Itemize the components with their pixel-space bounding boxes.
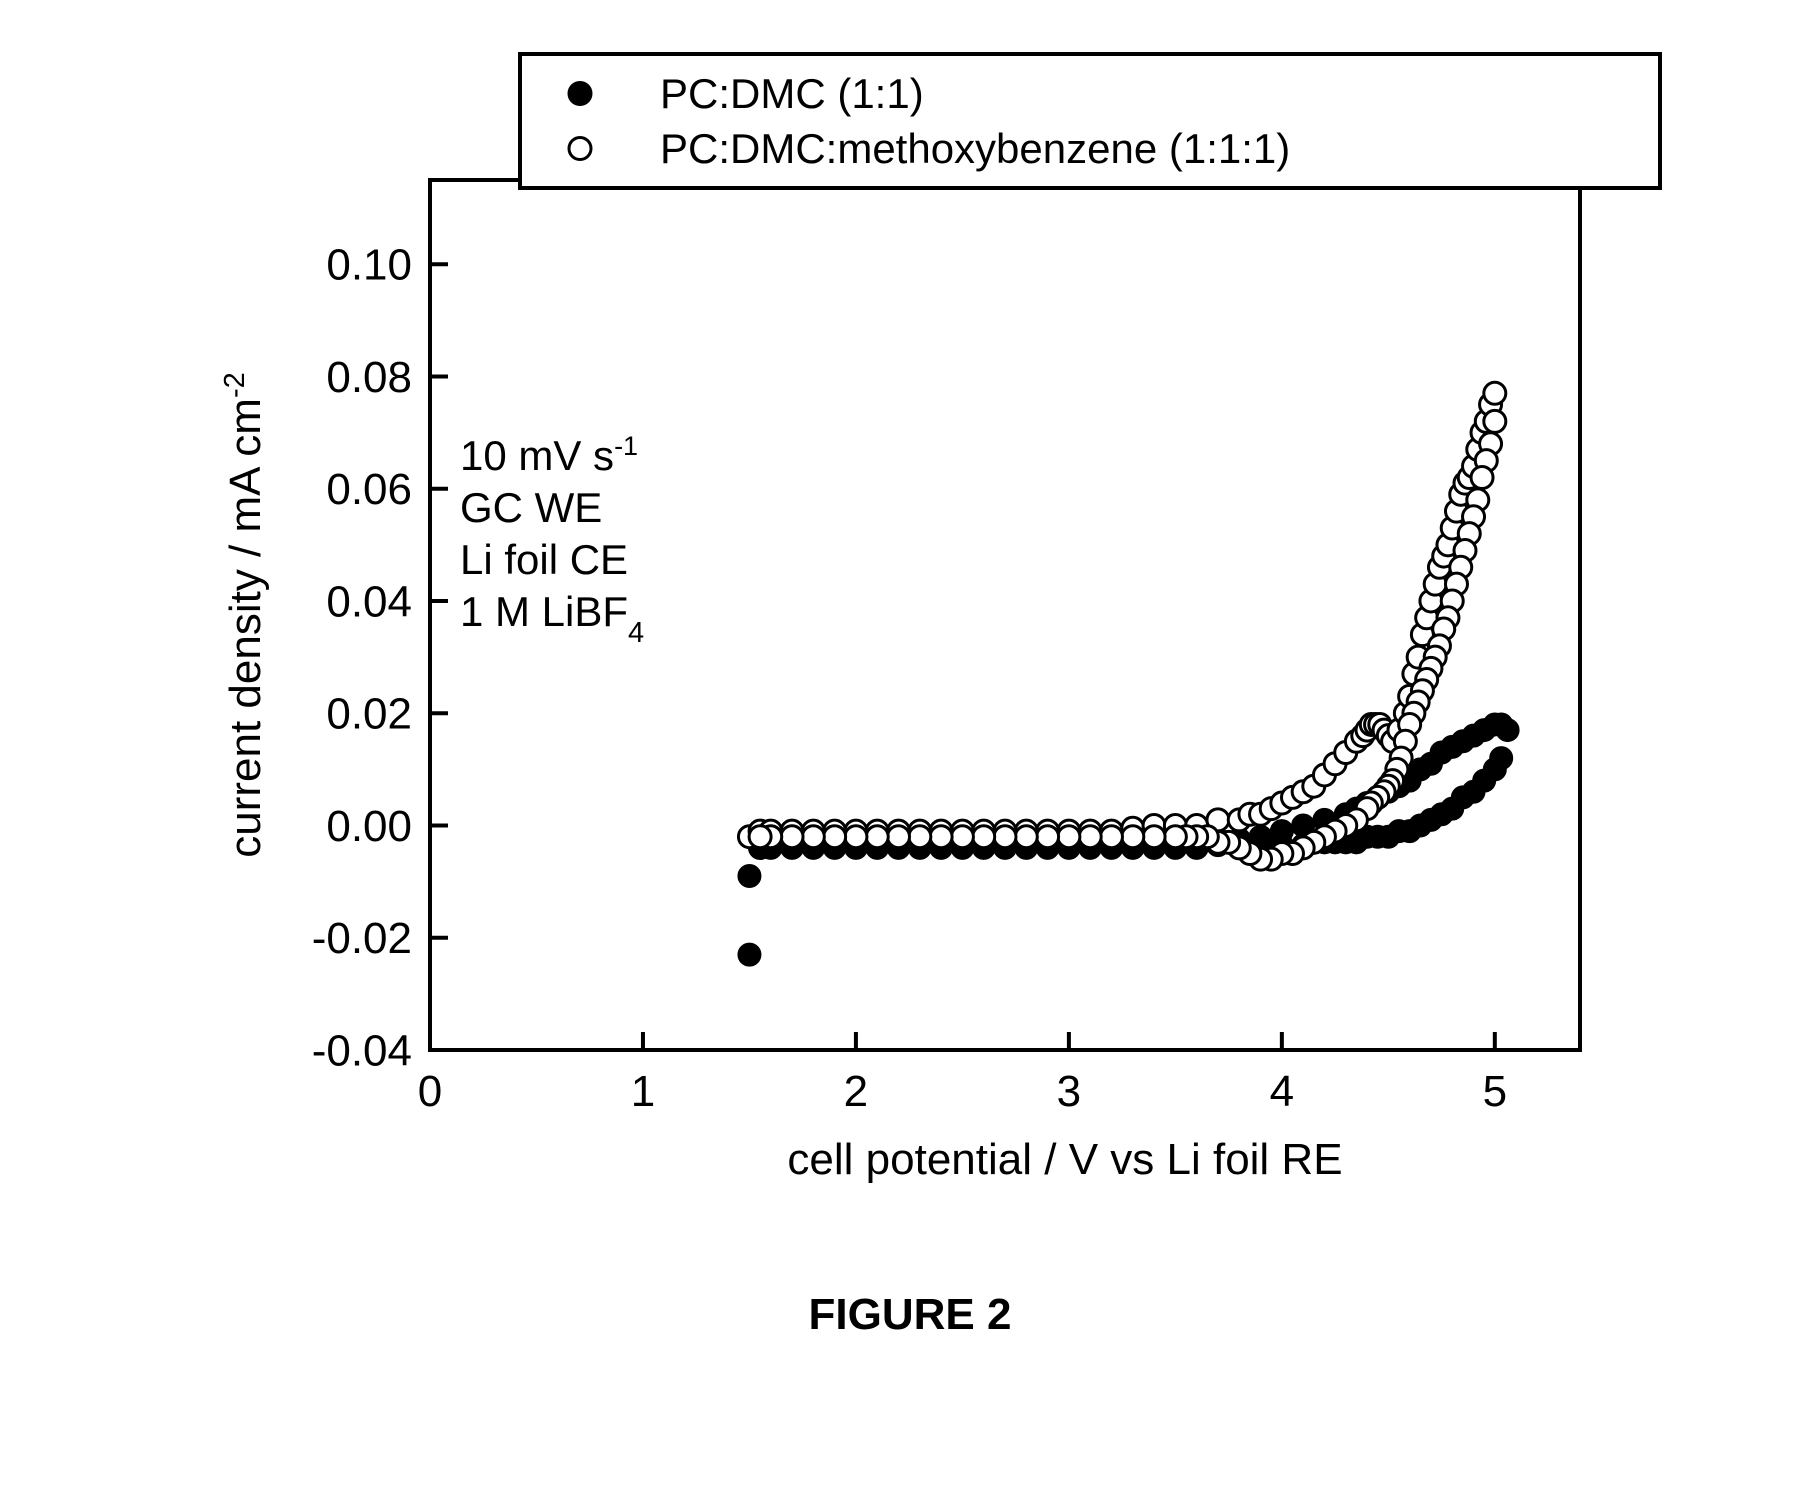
- y-tick-label: 0.00: [326, 802, 412, 851]
- y-tick-label: 0.08: [326, 353, 412, 402]
- y-tick-label: -0.04: [312, 1026, 412, 1075]
- y-tick-label: 0.02: [326, 690, 412, 739]
- x-tick-label: 0: [418, 1067, 442, 1116]
- page: 0 1 2 3 4 5 -0.04 -0.02 0.00 0.02 0.04 0.06 0.08 0.10…: [0, 0, 1820, 1502]
- legend-label: PC:DMC:methoxybenzene (1:1:1): [660, 125, 1290, 172]
- y-tick-label: 0.06: [326, 465, 412, 514]
- x-tick-label: 4: [1270, 1067, 1294, 1116]
- x-tick-label: 5: [1483, 1067, 1507, 1116]
- legend-label: PC:DMC (1:1): [660, 70, 924, 117]
- x-tick-label: 1: [631, 1067, 655, 1116]
- cv-chart: 0 1 2 3 4 5 -0.04 -0.02 0.00 0.02 0.04 0.06 0.08 0.10…: [0, 0, 1820, 1260]
- x-axis-label: cell potential / V vs Li foil RE: [787, 1135, 1342, 1184]
- legend-marker: [569, 138, 591, 160]
- annotation-line: GC WE: [460, 484, 602, 531]
- y-tick-label: -0.02: [312, 914, 412, 963]
- annotation-line: Li foil CE: [460, 536, 628, 583]
- y-axis-label: current density / mA cm-2: [219, 372, 270, 858]
- annotation-line: 10 mV s-1: [460, 431, 638, 479]
- x-tick-label: 2: [844, 1067, 868, 1116]
- figure-caption: FIGURE 2: [0, 1290, 1820, 1340]
- y-tick-label: 0.04: [326, 577, 412, 626]
- y-tick-label: 0.10: [326, 241, 412, 290]
- x-tick-label: 3: [1057, 1067, 1081, 1116]
- legend-marker: [569, 83, 591, 105]
